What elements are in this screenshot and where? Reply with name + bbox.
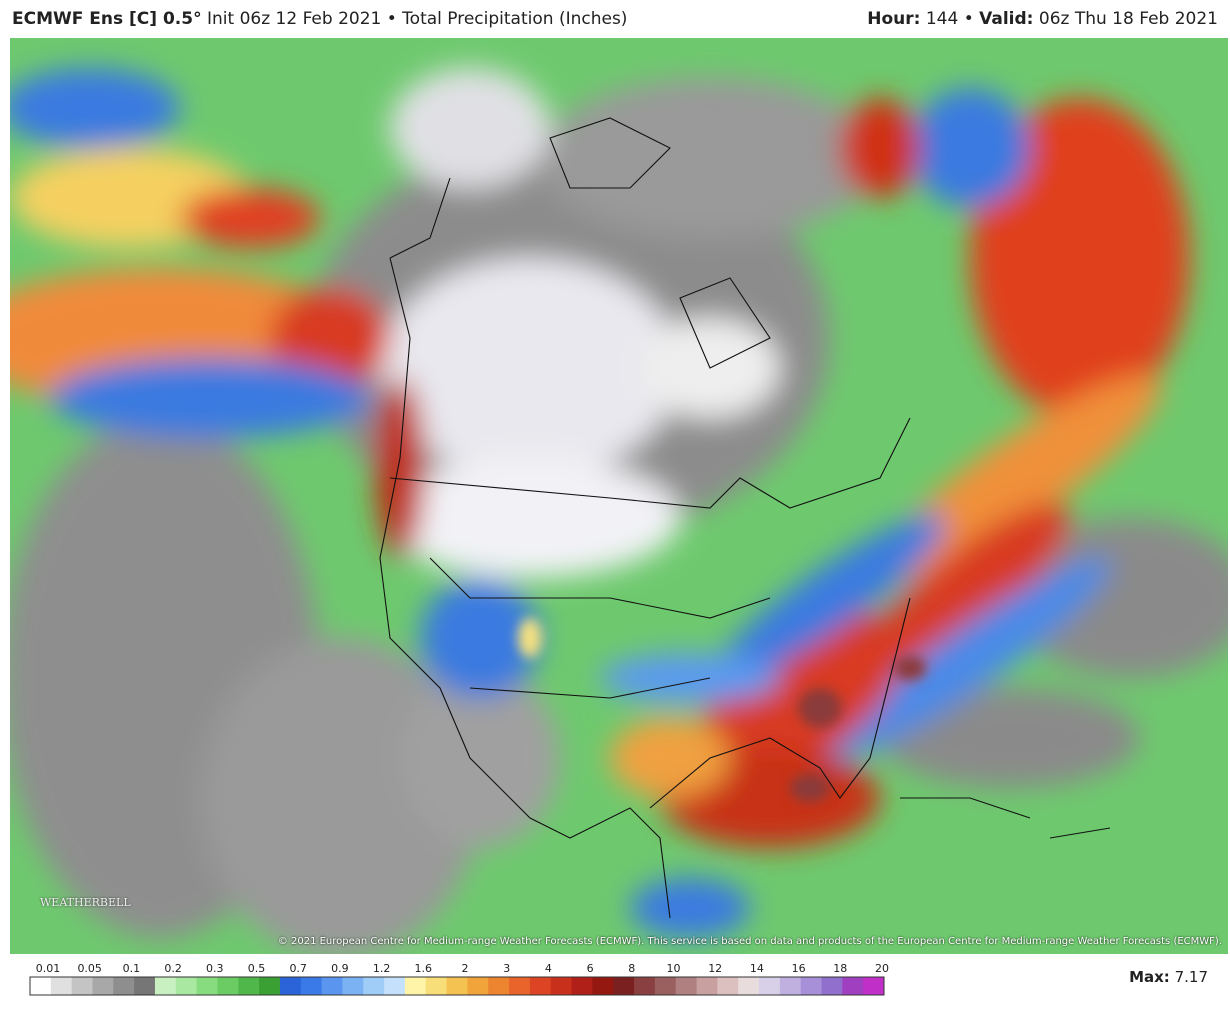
precip-field: [10, 38, 1228, 954]
color-swatch: [571, 977, 593, 995]
header-left: ECMWF Ens [C] 0.5° Init 06z 12 Feb 2021 …: [12, 9, 627, 29]
color-swatch: [300, 977, 323, 995]
model: ECMWF Ens [C] 0.5°: [12, 9, 202, 29]
legend-label: 2: [462, 962, 469, 975]
precip-map: [10, 38, 1228, 954]
color-swatch: [488, 977, 510, 995]
color-swatch: [113, 977, 135, 995]
color-swatch: [613, 977, 635, 995]
color-swatch: [592, 977, 614, 995]
legend-label: 10: [667, 962, 681, 975]
color-bar-frame: [29, 976, 885, 996]
color-swatch: [717, 977, 739, 995]
color-swatch: [654, 977, 677, 995]
credit: © 2021 European Centre for Medium-range …: [277, 936, 1222, 947]
color-swatch: [696, 977, 718, 995]
color-swatch: [50, 977, 73, 995]
color-swatch: [779, 977, 802, 995]
color-swatch: [550, 977, 573, 995]
legend-label: 1.6: [415, 962, 433, 975]
color-swatch: [321, 977, 343, 995]
color-swatch: [446, 977, 468, 995]
legend-label: 0.5: [248, 962, 266, 975]
color-swatch: [384, 977, 406, 995]
color-swatch: [363, 977, 385, 995]
color-swatch: [92, 977, 114, 995]
legend-label: 12: [708, 962, 722, 975]
max-label: Max:: [1129, 968, 1170, 986]
header: ECMWF Ens [C] 0.5° Init 06z 12 Feb 2021 …: [0, 0, 1230, 38]
color-swatch: [238, 977, 260, 995]
legend-label: 8: [628, 962, 635, 975]
legend-label: 6: [587, 962, 594, 975]
legend-label: 4: [545, 962, 552, 975]
color-swatch: [425, 977, 448, 995]
color-swatch: [175, 977, 198, 995]
legend-label: 1.2: [373, 962, 391, 975]
legend-label: 0.01: [36, 962, 61, 975]
color-swatch: [529, 977, 552, 995]
valid-label: Valid:: [979, 9, 1034, 29]
legend-label: 20: [875, 962, 889, 975]
color-swatch: [279, 977, 302, 995]
color-swatch: [196, 977, 218, 995]
hour-label: Hour:: [867, 9, 921, 29]
color-swatch: [509, 977, 531, 995]
legend-label: 0.3: [206, 962, 224, 975]
color-swatch: [71, 977, 93, 995]
logo: WEATHERBELL: [40, 896, 131, 909]
max-box: Max: 7.17: [1129, 968, 1208, 986]
separator: •: [963, 9, 974, 29]
color-swatch: [634, 977, 656, 995]
color-bar: 0.01 0.05 0.1 0.2 0.3 0.5 0.7 0.9 1.2 1.6 2 3 4 6 8 10 1…: [29, 962, 889, 996]
color-swatch: [863, 977, 885, 995]
color-swatch: [217, 977, 239, 995]
hour: 144: [925, 9, 959, 29]
color-swatch: [675, 977, 698, 995]
legend-label: 0.7: [289, 962, 307, 975]
header-right: Hour: 144 • Valid: 06z Thu 18 Feb 2021: [867, 9, 1218, 29]
color-swatch: [821, 977, 843, 995]
color-swatch: [759, 977, 781, 995]
color-swatch: [738, 977, 760, 995]
legend-label: 0.1: [123, 962, 141, 975]
legend-label: 0.2: [164, 962, 182, 975]
max-value: 7.17: [1174, 968, 1208, 986]
color-swatch: [467, 977, 489, 995]
color-swatch: [842, 977, 864, 995]
legend-label: 0.9: [331, 962, 349, 975]
color-swatch: [154, 977, 177, 995]
color-swatch: [30, 977, 52, 995]
color-swatch: [342, 977, 364, 995]
color-swatch: [134, 977, 156, 995]
color-swatch: [404, 977, 427, 995]
legend-label: 18: [833, 962, 847, 975]
legend-label: 16: [792, 962, 806, 975]
color-swatch: [259, 977, 281, 995]
legend-label: 0.05: [77, 962, 102, 975]
description: Init 06z 12 Feb 2021 • Total Precipitati…: [207, 9, 628, 29]
legend-label: 14: [750, 962, 764, 975]
color-swatch: [800, 977, 823, 995]
legend-label: 3: [503, 962, 510, 975]
valid: 06z Thu 18 Feb 2021: [1038, 9, 1218, 29]
